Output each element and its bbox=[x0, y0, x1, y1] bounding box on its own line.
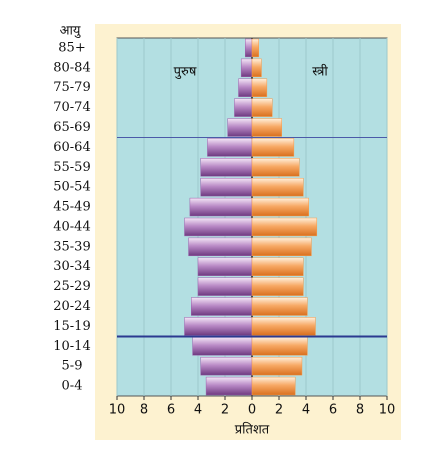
bar bbox=[251, 98, 273, 117]
bar bbox=[192, 337, 253, 356]
bar bbox=[184, 217, 253, 237]
y-tick-label: 80-84 bbox=[53, 60, 90, 75]
y-tick-label: 25-29 bbox=[53, 279, 90, 294]
y-tick-label: 10-14 bbox=[53, 339, 90, 354]
bar bbox=[240, 58, 253, 78]
bar bbox=[200, 356, 253, 376]
bar bbox=[205, 376, 253, 396]
legend-label: पुरुष bbox=[174, 65, 197, 80]
x-tick-label: 4 bbox=[194, 403, 202, 418]
bar bbox=[251, 317, 316, 336]
bar bbox=[251, 118, 282, 137]
y-tick-label: 60-64 bbox=[53, 140, 90, 155]
x-tick-label: 2 bbox=[221, 403, 229, 418]
bar bbox=[251, 138, 295, 157]
y-tick-label: 40-44 bbox=[53, 219, 90, 234]
y-tick-label: 0-4 bbox=[62, 379, 83, 394]
bar bbox=[251, 237, 312, 257]
y-tick-label: 55-59 bbox=[53, 160, 90, 175]
bar bbox=[251, 277, 304, 296]
bar bbox=[227, 118, 253, 137]
bar bbox=[189, 197, 253, 217]
x-tick-label: 0 bbox=[248, 403, 256, 418]
y-tick-label: 35-39 bbox=[53, 239, 90, 254]
bar bbox=[251, 297, 308, 316]
x-tick-label: 4 bbox=[302, 403, 310, 418]
bar bbox=[184, 317, 253, 336]
bar bbox=[197, 277, 253, 296]
y-tick-label: 20-24 bbox=[53, 299, 90, 314]
y-header: आयु bbox=[60, 24, 82, 39]
y-tick-label: 30-34 bbox=[53, 259, 90, 274]
y-tick-label: 65-69 bbox=[53, 120, 90, 135]
x-tick-label: 10 bbox=[379, 403, 396, 418]
y-tick-label: 50-54 bbox=[53, 180, 90, 195]
bar bbox=[251, 177, 304, 197]
y-tick-label: 15-19 bbox=[53, 319, 90, 334]
y-tick-label: 85+ bbox=[58, 40, 85, 55]
bar bbox=[200, 158, 253, 177]
x-tick-label: 6 bbox=[329, 403, 337, 418]
bar bbox=[234, 98, 253, 117]
bar bbox=[251, 197, 309, 217]
bar bbox=[251, 217, 318, 237]
y-tick-label: 5-9 bbox=[62, 359, 83, 374]
bar bbox=[251, 257, 304, 276]
x-tick-label: 8 bbox=[356, 403, 364, 418]
bar bbox=[251, 38, 259, 58]
x-tick-label: 2 bbox=[275, 403, 283, 418]
y-tick-label: 45-49 bbox=[53, 200, 90, 215]
bar bbox=[251, 337, 308, 356]
bar bbox=[197, 257, 253, 276]
bar bbox=[251, 158, 300, 177]
bar bbox=[200, 177, 253, 197]
bar bbox=[188, 237, 253, 257]
bar bbox=[251, 356, 303, 376]
bar bbox=[191, 297, 253, 316]
y-tick-label: 70-74 bbox=[53, 100, 90, 115]
x-tick-label: 8 bbox=[140, 403, 148, 418]
x-axis-label: प्रतिशत bbox=[235, 422, 270, 438]
x-tick-label: 6 bbox=[167, 403, 175, 418]
bar bbox=[251, 376, 296, 396]
bar bbox=[207, 138, 253, 157]
bar bbox=[245, 38, 253, 58]
legend-label: स्त्री bbox=[312, 64, 328, 80]
x-tick-label: 10 bbox=[109, 403, 126, 418]
bar bbox=[251, 78, 268, 97]
bar bbox=[238, 78, 253, 97]
y-tick-label: 75-79 bbox=[53, 80, 90, 95]
bar bbox=[251, 58, 262, 78]
